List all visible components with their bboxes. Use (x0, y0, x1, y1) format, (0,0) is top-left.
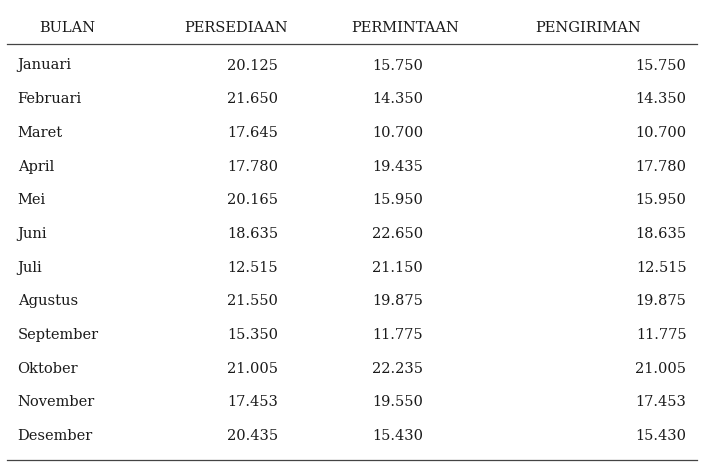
Text: 20.125: 20.125 (227, 58, 278, 73)
Text: 15.430: 15.430 (372, 429, 423, 443)
Text: PERSEDIAAN: PERSEDIAAN (184, 21, 288, 35)
Text: 21.005: 21.005 (227, 362, 278, 376)
Text: Februari: Februari (18, 92, 82, 106)
Text: 15.950: 15.950 (372, 193, 423, 207)
Text: 18.635: 18.635 (227, 227, 278, 241)
Text: 15.350: 15.350 (227, 328, 278, 342)
Text: 10.700: 10.700 (635, 126, 686, 140)
Text: 19.435: 19.435 (372, 160, 423, 174)
Text: 19.550: 19.550 (372, 395, 423, 410)
Text: 12.515: 12.515 (227, 261, 278, 275)
Text: 11.775: 11.775 (636, 328, 686, 342)
Text: Juni: Juni (18, 227, 47, 241)
Text: 19.875: 19.875 (372, 294, 423, 308)
Text: 17.453: 17.453 (636, 395, 686, 410)
Text: Agustus: Agustus (18, 294, 77, 308)
Text: 21.005: 21.005 (636, 362, 686, 376)
Text: 22.650: 22.650 (372, 227, 423, 241)
Text: 17.453: 17.453 (227, 395, 278, 410)
Text: 21.650: 21.650 (227, 92, 278, 106)
Text: 21.150: 21.150 (372, 261, 423, 275)
Text: 17.780: 17.780 (227, 160, 278, 174)
Text: Mei: Mei (18, 193, 46, 207)
Text: 18.635: 18.635 (635, 227, 686, 241)
Text: Juli: Juli (18, 261, 42, 275)
Text: 10.700: 10.700 (372, 126, 423, 140)
Text: 14.350: 14.350 (636, 92, 686, 106)
Text: 19.875: 19.875 (636, 294, 686, 308)
Text: PERMINTAAN: PERMINTAAN (351, 21, 459, 35)
Text: Oktober: Oktober (18, 362, 78, 376)
Text: Maret: Maret (18, 126, 63, 140)
Text: 14.350: 14.350 (372, 92, 423, 106)
Text: 11.775: 11.775 (372, 328, 423, 342)
Text: 15.430: 15.430 (636, 429, 686, 443)
Text: 17.645: 17.645 (227, 126, 278, 140)
Text: BULAN: BULAN (39, 21, 95, 35)
Text: 20.435: 20.435 (227, 429, 278, 443)
Text: 15.950: 15.950 (636, 193, 686, 207)
Text: 17.780: 17.780 (636, 160, 686, 174)
Text: 15.750: 15.750 (636, 58, 686, 73)
Text: 21.550: 21.550 (227, 294, 278, 308)
Text: November: November (18, 395, 95, 410)
Text: 22.235: 22.235 (372, 362, 423, 376)
Text: Desember: Desember (18, 429, 93, 443)
Text: April: April (18, 160, 54, 174)
Text: 15.750: 15.750 (372, 58, 423, 73)
Text: September: September (18, 328, 99, 342)
Text: Januari: Januari (18, 58, 72, 73)
Text: 20.165: 20.165 (227, 193, 278, 207)
Text: 12.515: 12.515 (636, 261, 686, 275)
Text: PENGIRIMAN: PENGIRIMAN (535, 21, 641, 35)
